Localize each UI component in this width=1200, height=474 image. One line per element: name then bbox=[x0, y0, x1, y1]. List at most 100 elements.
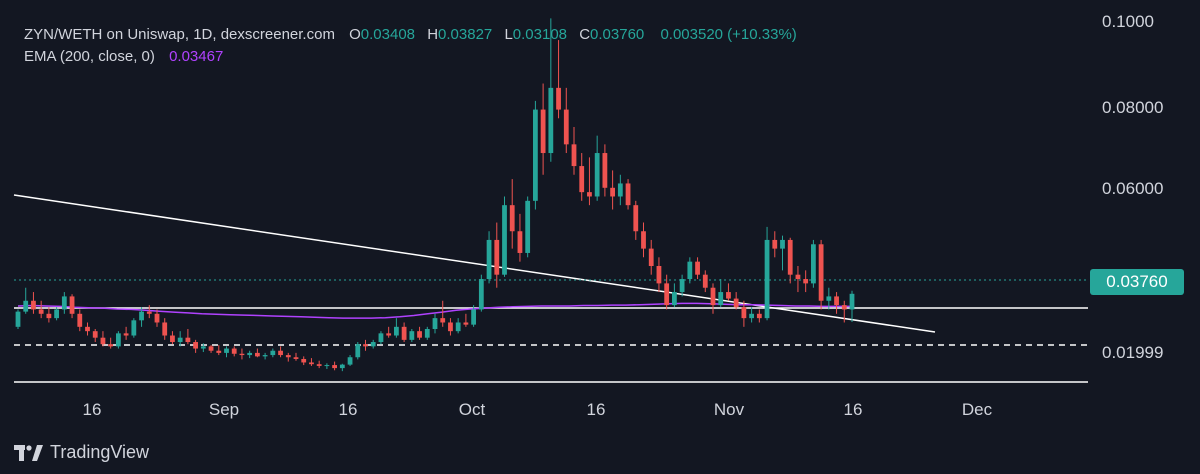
candle bbox=[795, 266, 801, 293]
candle bbox=[656, 257, 662, 293]
candle bbox=[780, 235, 785, 271]
candle bbox=[347, 355, 353, 366]
candle-body bbox=[803, 279, 809, 284]
candle-body bbox=[471, 309, 477, 325]
candle-body bbox=[285, 355, 291, 358]
trend-line bbox=[13, 194, 936, 333]
candle-body bbox=[733, 298, 739, 308]
close-value: 0.03760 bbox=[590, 26, 645, 43]
candle bbox=[502, 196, 507, 277]
candle bbox=[100, 331, 106, 347]
candle bbox=[61, 292, 67, 314]
candle-body bbox=[687, 261, 693, 280]
candle bbox=[556, 40, 561, 119]
candle-body bbox=[185, 337, 191, 343]
x-tick-label: Nov bbox=[713, 400, 745, 419]
candle-body bbox=[532, 109, 538, 201]
candle-body bbox=[262, 355, 268, 357]
candle-body bbox=[270, 350, 276, 356]
candle bbox=[170, 331, 175, 345]
candle bbox=[718, 279, 724, 308]
candle bbox=[316, 360, 322, 369]
legend-ohlc-row: ZYN/WETH on Uniswap, 1D, dexscreener.com… bbox=[24, 24, 801, 46]
candle-body bbox=[69, 296, 75, 314]
candle bbox=[741, 300, 747, 327]
candle-body bbox=[378, 333, 384, 343]
candle-body bbox=[486, 239, 492, 280]
candle bbox=[216, 345, 222, 356]
candle-body bbox=[38, 309, 44, 314]
candle-body bbox=[170, 335, 175, 343]
close-label: C bbox=[579, 26, 591, 43]
candle-body bbox=[579, 166, 585, 193]
candle-body bbox=[324, 365, 330, 367]
candle bbox=[23, 287, 29, 314]
candle bbox=[31, 292, 36, 314]
candle bbox=[393, 318, 399, 338]
candle bbox=[401, 322, 407, 343]
candle bbox=[247, 350, 253, 359]
candle-body bbox=[432, 318, 438, 329]
change-value: 0.003520 (+10.33%) bbox=[660, 26, 797, 43]
candle bbox=[77, 309, 83, 332]
candle bbox=[339, 363, 345, 372]
open-label: O bbox=[349, 26, 361, 43]
candle-body bbox=[31, 300, 36, 310]
candle bbox=[587, 157, 592, 206]
candle bbox=[370, 339, 376, 349]
ema-value: 0.03467 bbox=[169, 48, 224, 65]
candle bbox=[123, 326, 129, 340]
tradingview-logo[interactable]: TradingView bbox=[14, 442, 149, 463]
candles-layer bbox=[15, 18, 855, 372]
candle-body bbox=[440, 318, 446, 323]
candle bbox=[355, 342, 361, 360]
candle bbox=[139, 307, 144, 327]
candle bbox=[803, 270, 809, 293]
candle-body bbox=[309, 362, 314, 365]
candle-body bbox=[154, 313, 160, 323]
high-label: H bbox=[427, 26, 439, 43]
candle bbox=[285, 352, 291, 362]
candle-body bbox=[517, 231, 523, 253]
candle-body bbox=[756, 313, 762, 319]
symbol-title[interactable]: ZYN/WETH on Uniswap, 1D, dexscreener.com bbox=[24, 26, 335, 43]
candle-body bbox=[478, 279, 484, 310]
ema-label[interactable]: EMA (200, close, 0) bbox=[24, 48, 155, 65]
candle bbox=[695, 257, 700, 280]
candle-body bbox=[826, 296, 832, 301]
candle bbox=[463, 313, 469, 327]
candle bbox=[293, 352, 299, 361]
candle bbox=[525, 196, 531, 258]
candle-body bbox=[556, 87, 561, 110]
drawing-layer bbox=[13, 194, 1088, 383]
candle bbox=[471, 305, 477, 327]
low-value: 0.03108 bbox=[512, 26, 568, 43]
candle bbox=[231, 346, 237, 357]
candle-body bbox=[563, 109, 569, 145]
candle-body bbox=[594, 153, 600, 197]
candle bbox=[224, 346, 229, 358]
candle bbox=[432, 313, 438, 334]
candle bbox=[494, 222, 500, 288]
candle bbox=[363, 339, 368, 351]
x-tick-label: 16 bbox=[843, 400, 863, 419]
candle bbox=[409, 329, 415, 343]
candle bbox=[687, 257, 693, 284]
candle bbox=[841, 300, 847, 323]
candle-body bbox=[393, 326, 399, 336]
candle bbox=[532, 100, 538, 210]
candle bbox=[146, 305, 152, 319]
candle bbox=[834, 292, 839, 314]
candle bbox=[193, 339, 199, 353]
candle bbox=[92, 329, 98, 343]
candle-body bbox=[671, 292, 677, 306]
candle bbox=[177, 331, 183, 347]
candle bbox=[548, 18, 554, 162]
candle bbox=[332, 361, 338, 371]
candle-body bbox=[818, 244, 824, 301]
candle bbox=[54, 307, 60, 321]
legend-ema-row: EMA (200, close, 0) 0.03467 bbox=[24, 46, 801, 68]
candle-body bbox=[587, 192, 592, 197]
candle-body bbox=[810, 244, 816, 284]
